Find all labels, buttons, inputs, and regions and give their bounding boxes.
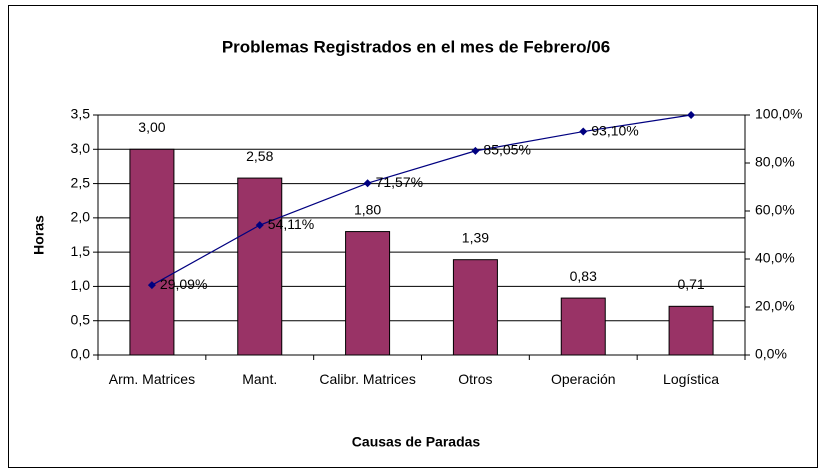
x-tick-label: Logística	[663, 371, 720, 387]
data-label: 2,58	[246, 148, 273, 164]
line-marker	[579, 127, 588, 136]
y-tick-label: 3,0	[71, 140, 91, 156]
data-label: 29,09%	[160, 276, 207, 292]
data-label: 93,10%	[591, 122, 638, 138]
y-tick-label: 2,0	[71, 209, 91, 225]
y2-tick-label: 20,0%	[755, 298, 795, 314]
y2-tick-label: 40,0%	[755, 250, 795, 266]
y-tick-label: 3,5	[71, 106, 91, 122]
line-marker	[255, 221, 264, 230]
line-series	[151, 114, 692, 286]
y-tick-label: 0,5	[71, 311, 91, 327]
x-axis-title: Causas de Paradas	[352, 434, 481, 450]
line-marker	[363, 179, 372, 188]
data-label: 0,83	[570, 268, 597, 284]
data-label: 3,00	[138, 119, 165, 135]
x-tick-label: Operación	[550, 371, 616, 387]
data-label: 1,80	[354, 201, 381, 217]
bar	[345, 231, 391, 356]
x-tick-label: Calibr. Matrices	[319, 371, 416, 387]
line-marker	[687, 111, 696, 119]
data-label: 85,05%	[483, 142, 530, 158]
chart-title: Problemas Registrados en el mes de Febre…	[222, 37, 610, 56]
y-axis-title: Horas	[31, 215, 47, 255]
bar	[560, 297, 606, 356]
x-tick-label: Mant.	[242, 371, 278, 387]
y-tick-label: 1,5	[71, 243, 91, 259]
line-marker	[471, 146, 480, 155]
y2-tick-label: 60,0%	[755, 202, 795, 218]
line-marker	[147, 281, 156, 290]
y-tick-label: 0,0	[71, 346, 91, 362]
bar	[237, 177, 283, 356]
y2-tick-label: 80,0%	[755, 154, 795, 170]
bar	[668, 305, 714, 356]
y-tick-label: 2,5	[71, 174, 91, 190]
x-tick-label: Otros	[458, 371, 493, 387]
y2-tick-label: 100,0%	[755, 106, 802, 122]
data-label: 1,39	[462, 229, 489, 245]
y-tick-label: 1,0	[71, 277, 91, 293]
data-label: 54,11%	[268, 216, 314, 232]
data-label: 0,71	[677, 276, 704, 292]
x-tick-label: Arm. Matrices	[108, 371, 196, 387]
data-label: 71,57%	[376, 174, 423, 190]
y2-tick-label: 0,0%	[755, 346, 787, 362]
bar	[452, 259, 498, 356]
bar	[129, 148, 175, 356]
